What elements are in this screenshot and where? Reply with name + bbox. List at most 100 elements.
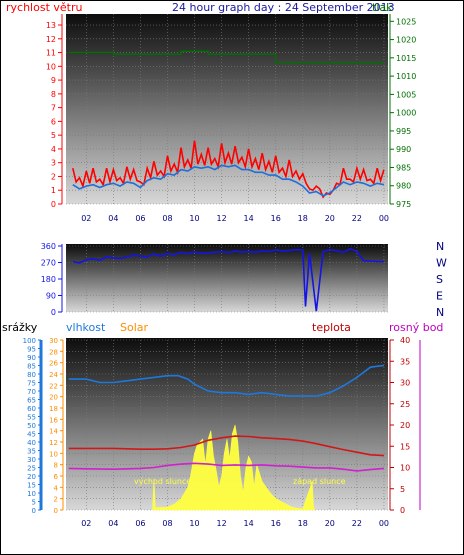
wind-x-tick-label: 20 xyxy=(325,214,335,223)
temperature-y-tick-label: 20 xyxy=(400,421,410,430)
temperature-y-tick-label: 35 xyxy=(400,357,410,366)
pressure-label: tlak xyxy=(372,1,393,14)
temperature-y-tick-label: 15 xyxy=(400,442,410,451)
pressure-y-tick-label: 995 xyxy=(396,127,411,136)
rain-y-tick-label: 90 xyxy=(27,354,36,362)
rain-y-tick-label: 30 xyxy=(27,456,36,464)
rain-y-tick-label: 100 xyxy=(23,337,36,345)
sunrise-annotation: východ slunce xyxy=(134,477,191,486)
wind-y-tick-label: 7 xyxy=(51,104,56,113)
rain-y-tick-label: 55 xyxy=(27,414,36,422)
wind-x-tick-label: 06 xyxy=(135,214,145,223)
climate-x-tick-label: 04 xyxy=(108,519,118,528)
solar-y-tick-label: 0 xyxy=(54,507,58,515)
humidity-line xyxy=(68,364,384,397)
climate-x-tick-label: 16 xyxy=(271,519,281,528)
rain-y-tick-label: 70 xyxy=(27,388,36,396)
solar-y-tick-label: 22 xyxy=(49,382,58,390)
solar-y-tick-label: 14 xyxy=(49,428,58,436)
pressure-y-tick-label: 1005 xyxy=(396,90,416,99)
dewpoint-label: rosný bod xyxy=(389,321,443,334)
wind-direction-grid xyxy=(66,244,388,313)
temperature-y-tick-label: 30 xyxy=(400,379,410,388)
pressure-y-tick-label: 1010 xyxy=(396,72,416,81)
climate-x-tick-label: 00 xyxy=(379,519,389,528)
wind-pressure-axes: 0123456789101112139759809859909951000100… xyxy=(46,14,416,223)
wind-x-tick-label: 10 xyxy=(189,214,199,223)
rain-y-tick-label: 25 xyxy=(27,465,36,473)
wind-pressure-series xyxy=(68,50,385,199)
pressure-y-tick-label: 980 xyxy=(396,182,411,191)
pressure-line xyxy=(68,50,384,64)
compass-label: S xyxy=(436,273,443,286)
solar-y-tick-label: 10 xyxy=(49,450,58,458)
compass-label: N xyxy=(436,306,444,319)
wind-y-tick-label: 4 xyxy=(51,145,56,154)
compass-label: N xyxy=(436,240,444,253)
wind-y-tick-label: 2 xyxy=(51,172,56,181)
wind-y-tick-label: 1 xyxy=(51,186,56,195)
direction-y-tick-label: 180 xyxy=(41,275,56,284)
wind-x-tick-label: 14 xyxy=(244,214,254,223)
direction-y-tick-label: 90 xyxy=(46,292,56,301)
rain-y-tick-label: 75 xyxy=(27,380,36,388)
climate-axes: 0510152025303540455055606570758085909510… xyxy=(23,336,421,528)
solar-area xyxy=(152,424,316,511)
dewpoint-line xyxy=(68,462,384,472)
wind-pressure-plot-area xyxy=(66,14,388,204)
climate-x-tick-label: 22 xyxy=(352,519,362,528)
climate-series xyxy=(68,364,384,511)
wind-y-tick-label: 5 xyxy=(51,131,56,140)
compass-label: W xyxy=(436,257,447,270)
solar-y-tick-label: 30 xyxy=(49,337,58,345)
climate-x-tick-label: 14 xyxy=(244,519,254,528)
solar-y-tick-label: 20 xyxy=(49,394,58,402)
rain-y-tick-label: 85 xyxy=(27,363,36,371)
rain-y-tick-label: 60 xyxy=(27,405,36,413)
wind-x-tick-label: 12 xyxy=(216,214,226,223)
wind-direction-line xyxy=(72,247,384,312)
solar-y-tick-label: 4 xyxy=(54,484,59,492)
wind-x-tick-label: 16 xyxy=(271,214,281,223)
temperature-label: teplota xyxy=(312,321,351,334)
rain-label: srážky xyxy=(2,321,38,334)
humidity-label: vlhkost xyxy=(66,321,106,334)
temperature-y-tick-label: 25 xyxy=(400,400,410,409)
rain-y-tick-label: 35 xyxy=(27,448,36,456)
temperature-y-tick-label: 10 xyxy=(400,464,410,473)
rain-y-tick-label: 40 xyxy=(27,439,36,447)
wind-x-tick-label: 08 xyxy=(162,214,172,223)
temperature-y-tick-label: 5 xyxy=(400,485,405,494)
wind-y-tick-label: 0 xyxy=(51,200,56,209)
wind-y-tick-label: 6 xyxy=(51,117,56,126)
pressure-y-tick-label: 985 xyxy=(396,163,411,172)
climate-x-tick-label: 12 xyxy=(216,519,226,528)
pressure-y-tick-label: 1015 xyxy=(396,54,416,63)
climate-x-tick-label: 10 xyxy=(189,519,199,528)
rain-y-tick-label: 5 xyxy=(32,499,36,507)
wind-x-tick-label: 02 xyxy=(81,214,91,223)
solar-y-tick-label: 12 xyxy=(49,439,58,447)
wind-y-tick-label: 12 xyxy=(46,35,56,44)
wind-y-tick-label: 13 xyxy=(46,21,56,30)
wind-x-tick-label: 04 xyxy=(108,214,118,223)
climate-x-tick-label: 08 xyxy=(162,519,172,528)
climate-grid xyxy=(66,339,388,511)
climate-x-tick-label: 18 xyxy=(298,519,308,528)
rain-y-tick-label: 10 xyxy=(27,490,36,498)
temperature-y-tick-label: 0 xyxy=(400,506,405,515)
wind-x-tick-label: 00 xyxy=(379,214,389,223)
wind-y-tick-label: 3 xyxy=(51,159,56,168)
solar-label: Solar xyxy=(120,321,149,334)
solar-y-tick-label: 16 xyxy=(49,416,58,424)
solar-y-tick-label: 6 xyxy=(54,473,59,481)
rain-y-tick-label: 45 xyxy=(27,431,36,439)
pressure-y-tick-label: 975 xyxy=(396,200,411,209)
wind-direction-series xyxy=(72,247,384,312)
pressure-y-tick-label: 990 xyxy=(396,145,411,154)
compass-label: E xyxy=(436,290,443,303)
temperature-y-tick-label: 40 xyxy=(400,336,410,345)
wind-speed-line xyxy=(72,164,385,197)
